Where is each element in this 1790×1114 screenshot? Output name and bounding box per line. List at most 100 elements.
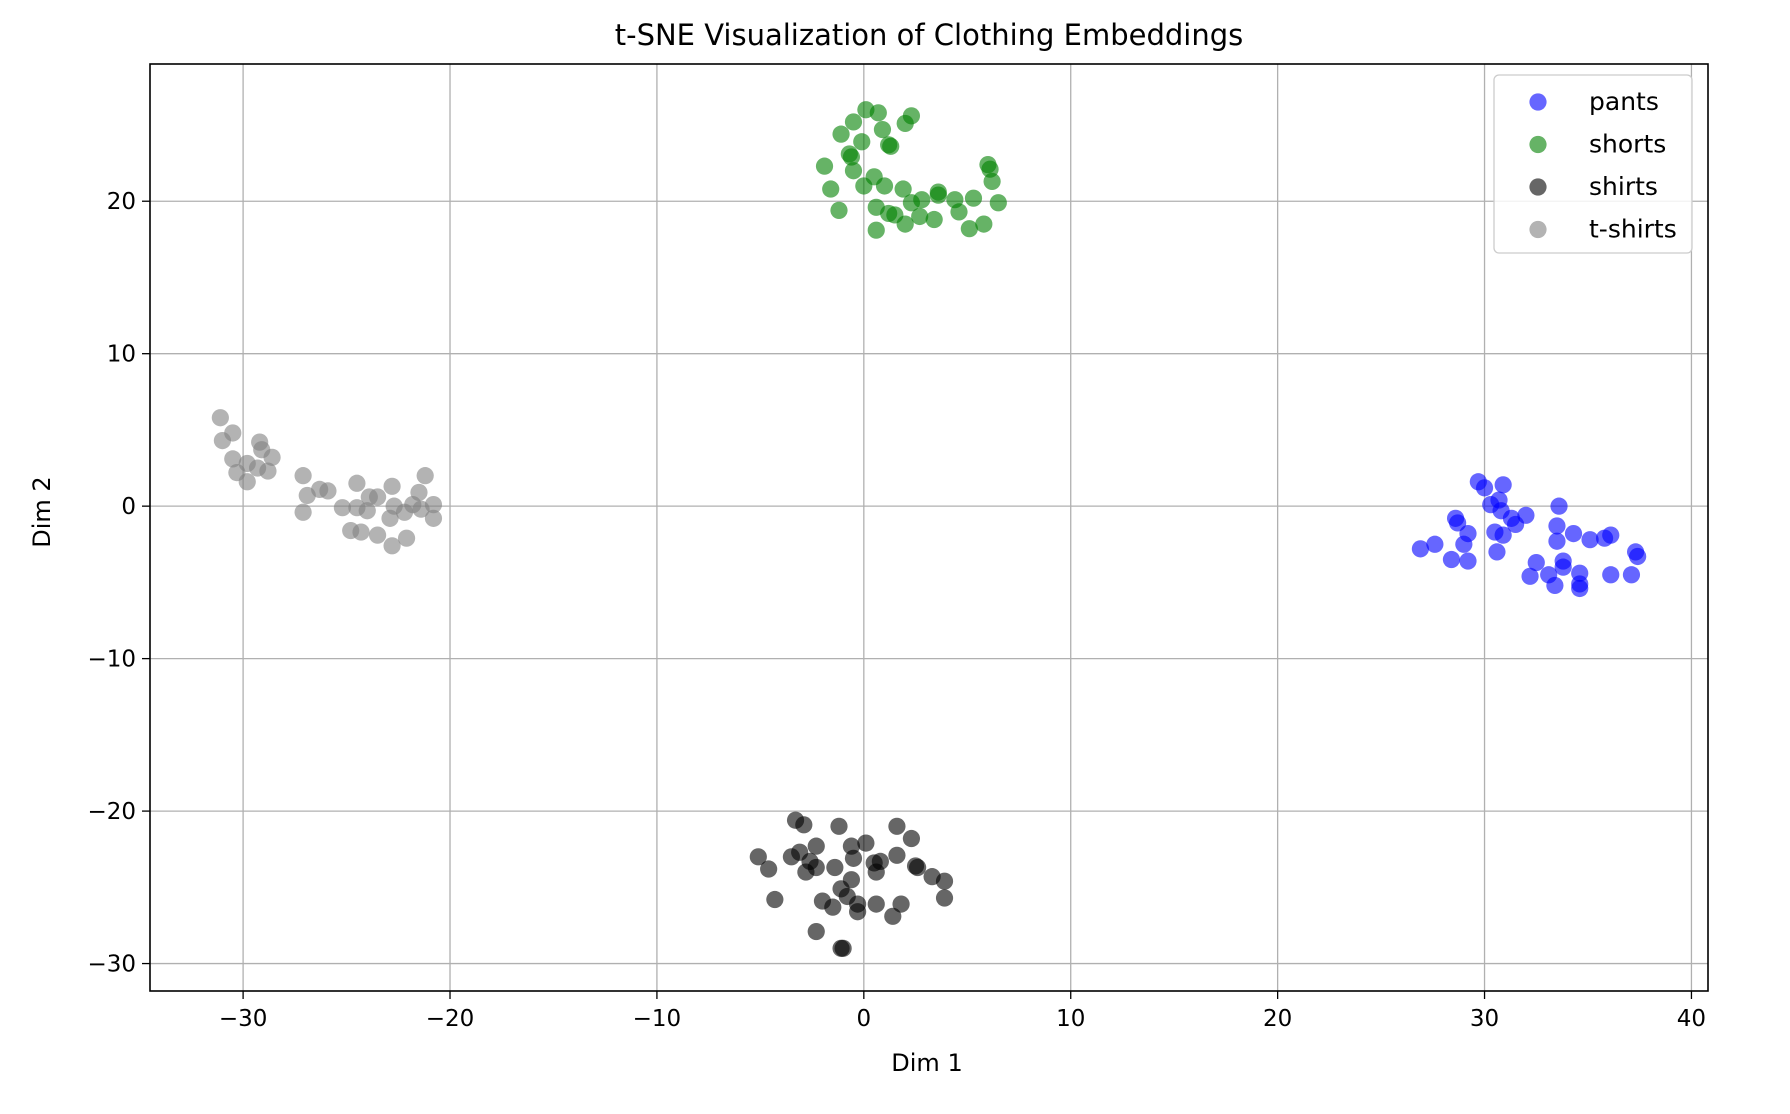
t-shirts-point xyxy=(259,462,277,480)
x-tick-label: 10 xyxy=(1056,1006,1085,1032)
t-shirts-point xyxy=(298,486,316,505)
shorts-point xyxy=(869,104,887,122)
x-tick-label: 40 xyxy=(1677,1006,1706,1032)
series-t-shirts xyxy=(211,409,443,555)
t-shirts-point xyxy=(224,450,242,468)
t-shirts-point xyxy=(211,409,229,427)
pants-point xyxy=(1488,543,1506,561)
pants-point xyxy=(1521,567,1539,585)
shorts-point xyxy=(989,194,1007,212)
legend: pants shorts shirts t-shirts xyxy=(1493,74,1693,254)
shirts-point xyxy=(902,829,921,848)
pants-point xyxy=(1548,517,1566,535)
shirts-point xyxy=(892,895,910,913)
legend-label-t-shirts: t-shirts xyxy=(1589,215,1677,244)
t-shirts-point xyxy=(319,482,337,500)
pants-point xyxy=(1622,566,1641,584)
shorts-point xyxy=(873,120,892,139)
pants-point xyxy=(1459,552,1477,570)
chart-title: t-SNE Visualization of Clothing Embeddin… xyxy=(615,18,1244,52)
shirts-point xyxy=(844,849,863,867)
t-shirts-point xyxy=(383,537,401,555)
shirts-point xyxy=(857,834,875,852)
legend-label-shorts: shorts xyxy=(1589,130,1666,159)
pants-point xyxy=(1494,526,1512,544)
pants-point xyxy=(1550,497,1568,515)
series-shorts xyxy=(815,101,1007,239)
x-tick-label: −10 xyxy=(633,1006,682,1032)
shirts-point xyxy=(830,817,848,835)
x-tick-label: 20 xyxy=(1263,1006,1292,1032)
t-shirts-point xyxy=(412,500,430,518)
shorts-point xyxy=(882,137,900,155)
shorts-point xyxy=(867,221,885,239)
t-shirts-point xyxy=(294,467,312,485)
shirts-point xyxy=(826,858,844,877)
pants-point xyxy=(1411,540,1430,558)
pants-point xyxy=(1629,547,1647,566)
shorts-point xyxy=(830,201,848,219)
legend-marker-t-shirts xyxy=(1529,220,1547,239)
shorts-point xyxy=(896,215,914,233)
pants-point xyxy=(1442,550,1461,569)
y-tick-label: −10 xyxy=(87,647,136,673)
shorts-point xyxy=(964,189,983,207)
shorts-point xyxy=(853,133,871,151)
shirts-point xyxy=(867,863,885,881)
pants-point xyxy=(1426,535,1444,553)
pants-point xyxy=(1455,535,1473,553)
legend-marker-pants xyxy=(1529,93,1547,111)
pants-point xyxy=(1494,476,1512,494)
shirts-point xyxy=(909,858,927,877)
shorts-point xyxy=(929,186,947,204)
x-tick-label: −20 xyxy=(426,1006,475,1032)
x-tick-label: 30 xyxy=(1470,1006,1499,1032)
pants-point xyxy=(1564,524,1583,543)
t-shirts-point xyxy=(397,529,416,547)
series-pants xyxy=(1411,473,1647,598)
legend-items: pants shorts shirts t-shirts xyxy=(1529,87,1677,244)
shorts-point xyxy=(855,177,873,195)
shirts-point xyxy=(760,860,778,878)
shirts-point xyxy=(807,922,825,941)
t-shirts-point xyxy=(383,477,401,495)
shorts-point xyxy=(960,220,978,238)
shirts-point xyxy=(867,895,885,913)
pants-point xyxy=(1517,506,1535,524)
y-tick-label: 10 xyxy=(107,342,136,368)
pants-point xyxy=(1548,532,1566,550)
pants-point xyxy=(1602,526,1620,544)
shirts-point xyxy=(807,837,825,855)
shorts-point xyxy=(875,177,894,195)
t-shirts-point xyxy=(352,523,370,541)
y-axis-title: Dim 2 xyxy=(28,476,56,547)
data-points xyxy=(211,101,1647,957)
legend-marker-shorts xyxy=(1529,135,1547,154)
pants-point xyxy=(1546,576,1564,595)
t-shirts-point xyxy=(238,473,256,491)
x-tick-label: −30 xyxy=(219,1006,268,1032)
shirts-point xyxy=(797,863,815,881)
pants-point xyxy=(1602,566,1620,584)
y-tick-label: −30 xyxy=(87,952,136,978)
x-axis-title: Dim 1 xyxy=(891,1049,962,1077)
shirts-point xyxy=(935,889,954,907)
t-shirts-point xyxy=(381,509,399,527)
pants-point xyxy=(1571,579,1589,598)
pants-point xyxy=(1554,558,1572,576)
shirts-point xyxy=(834,939,852,957)
shorts-point xyxy=(896,114,914,133)
t-shirts-point xyxy=(358,502,376,520)
t-shirts-point xyxy=(416,467,434,485)
t-shirts-point xyxy=(333,499,352,517)
t-shirts-point xyxy=(213,431,232,450)
pants-point xyxy=(1527,553,1545,572)
shirts-point xyxy=(795,816,813,834)
shirts-point xyxy=(884,907,902,925)
series-shirts xyxy=(749,811,954,957)
shorts-point xyxy=(842,148,861,166)
t-shirts-point xyxy=(424,509,443,527)
plot-frame xyxy=(149,63,1709,992)
t-shirts-point xyxy=(294,503,312,521)
